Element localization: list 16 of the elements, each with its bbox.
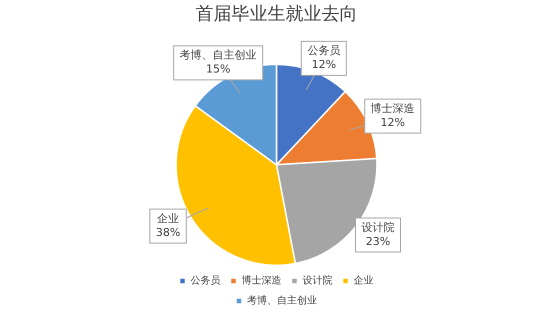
legend-label: 考博、自主创业 [247, 294, 317, 307]
legend-label: 企业 [354, 274, 374, 287]
data-label: 23% [366, 234, 390, 248]
data-label: 38% [156, 226, 180, 239]
slice-label: 设计院 [361, 220, 394, 234]
chart-title: 首届毕业生就业去向 [196, 3, 358, 24]
legend-label: 公务员 [190, 274, 220, 287]
data-label: 12% [380, 116, 405, 129]
slice-label: 考博、自主创业 [180, 48, 257, 62]
slice-label: 企业 [157, 212, 180, 225]
legend-label: 设计院 [302, 274, 332, 287]
slice-label: 博士深造 [370, 102, 415, 115]
data-label: 12% [312, 58, 336, 72]
legend-label: 博士深造 [242, 274, 282, 287]
slice-label: 公务员 [307, 44, 340, 58]
data-label: 15% [206, 62, 230, 76]
